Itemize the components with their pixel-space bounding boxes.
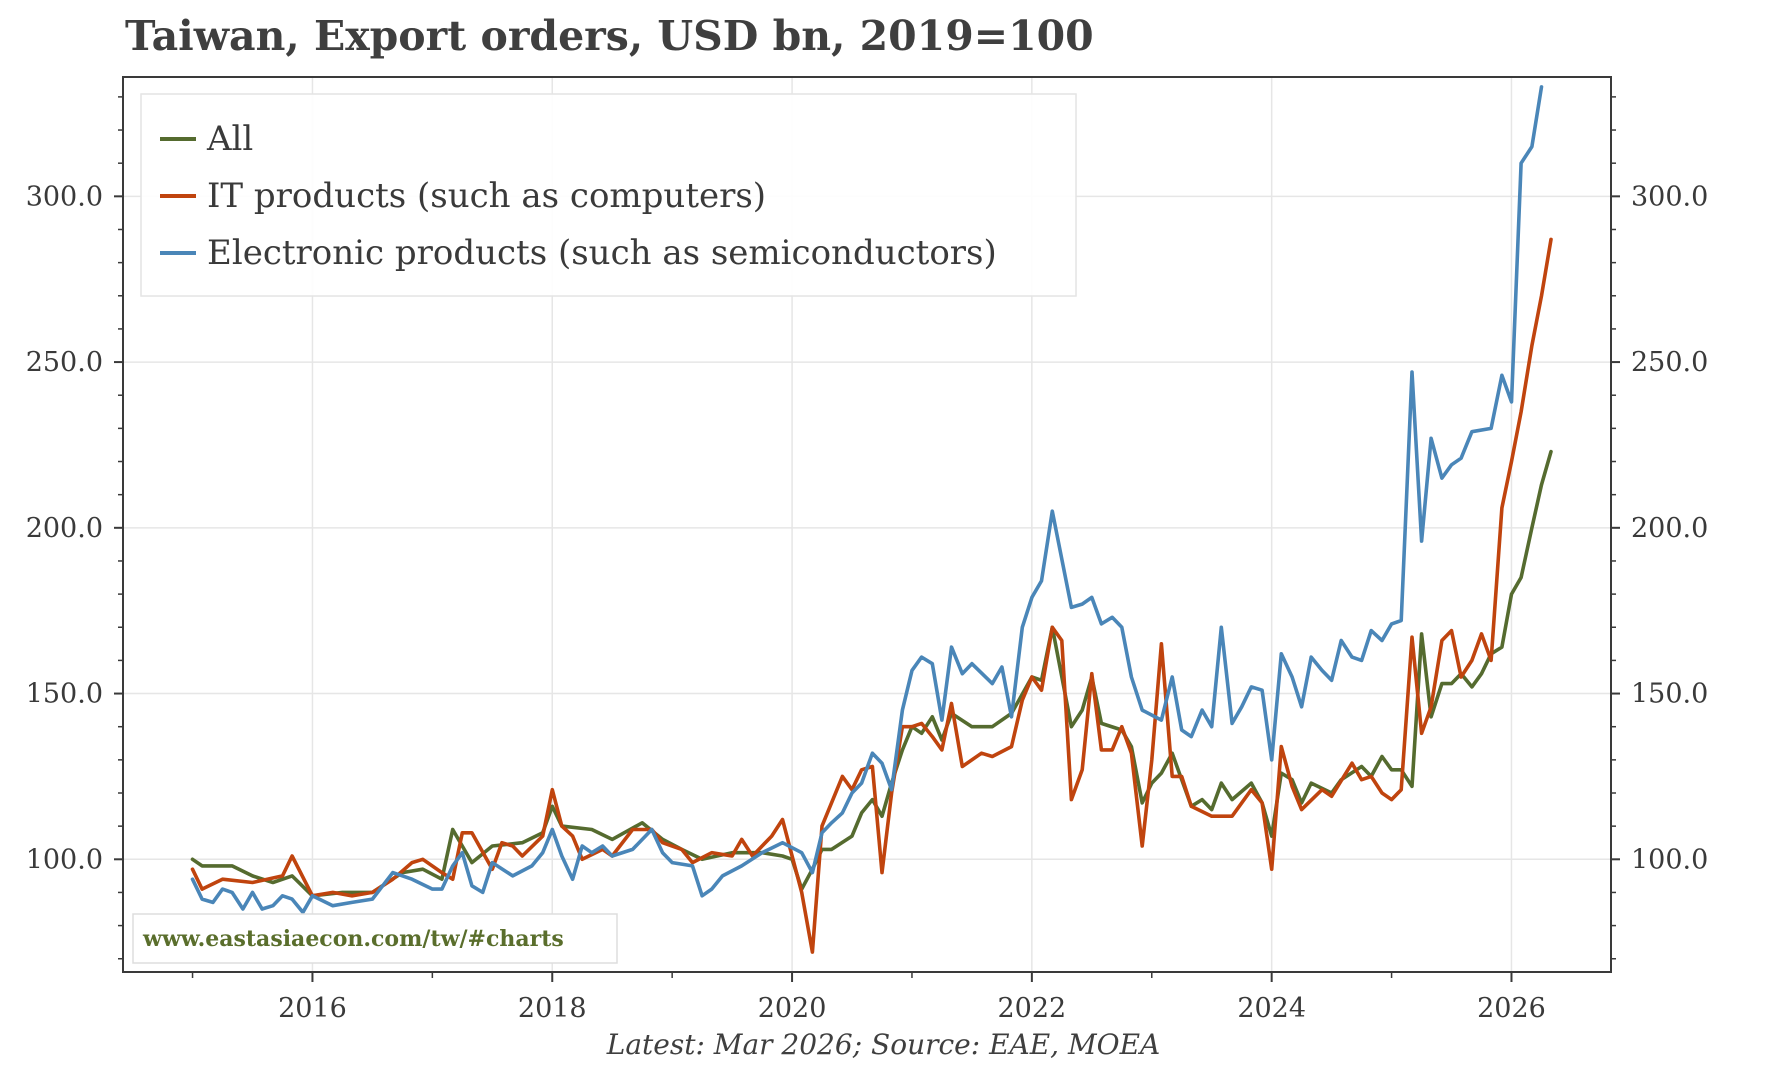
y-tick-label-right: 150.0 — [1631, 679, 1708, 710]
series-line — [190, 449, 1553, 898]
legend-label: Electronic products (such as semiconduct… — [207, 233, 997, 273]
legend-label: IT products (such as computers) — [207, 176, 766, 216]
watermark: www.eastasiaecon.com/tw/#charts — [132, 913, 618, 964]
y-tick-label-left: 150.0 — [26, 679, 103, 710]
y-tick-label-right: 300.0 — [1631, 181, 1708, 212]
legend-label: All — [206, 119, 253, 159]
x-tick-label: 2018 — [518, 993, 587, 1024]
plot-frame — [122, 76, 1612, 973]
y-tick-label-left: 250.0 — [26, 347, 103, 378]
x-tick-label: 2024 — [1237, 993, 1306, 1024]
axis-ticks: 100.0 100.0 150.0 150.0 200.0 200.0 250.0 250.0… — [26, 96, 1708, 1024]
legend: All IT products (such as computers) Electr… — [140, 93, 1077, 297]
watermark-text: www.eastasiaecon.com/tw/#charts — [142, 926, 564, 952]
x-tick-label: 2022 — [998, 993, 1067, 1024]
y-tick-label-right: 200.0 — [1631, 513, 1708, 544]
x-tick-label: 2020 — [758, 993, 827, 1024]
y-tick-label-left: 100.0 — [26, 844, 103, 875]
y-tick-label-right: 250.0 — [1631, 347, 1708, 378]
legend-box — [140, 93, 1077, 297]
y-tick-label-left: 200.0 — [26, 513, 103, 544]
y-tick-label-right: 100.0 — [1631, 844, 1708, 875]
y-tick-label-left: 300.0 — [26, 181, 103, 212]
footer-source: Latest: Mar 2026; Source: EAE, MOEA — [606, 1028, 1161, 1061]
series-line — [190, 237, 1553, 954]
series-line — [190, 85, 1544, 915]
watermark-box — [132, 913, 618, 964]
x-tick-label: 2026 — [1477, 993, 1546, 1024]
chart-title: Taiwan, Export orders, USD bn, 2019=100 — [125, 12, 1094, 60]
series-lines — [190, 85, 1553, 954]
x-tick-label: 2016 — [278, 993, 347, 1024]
